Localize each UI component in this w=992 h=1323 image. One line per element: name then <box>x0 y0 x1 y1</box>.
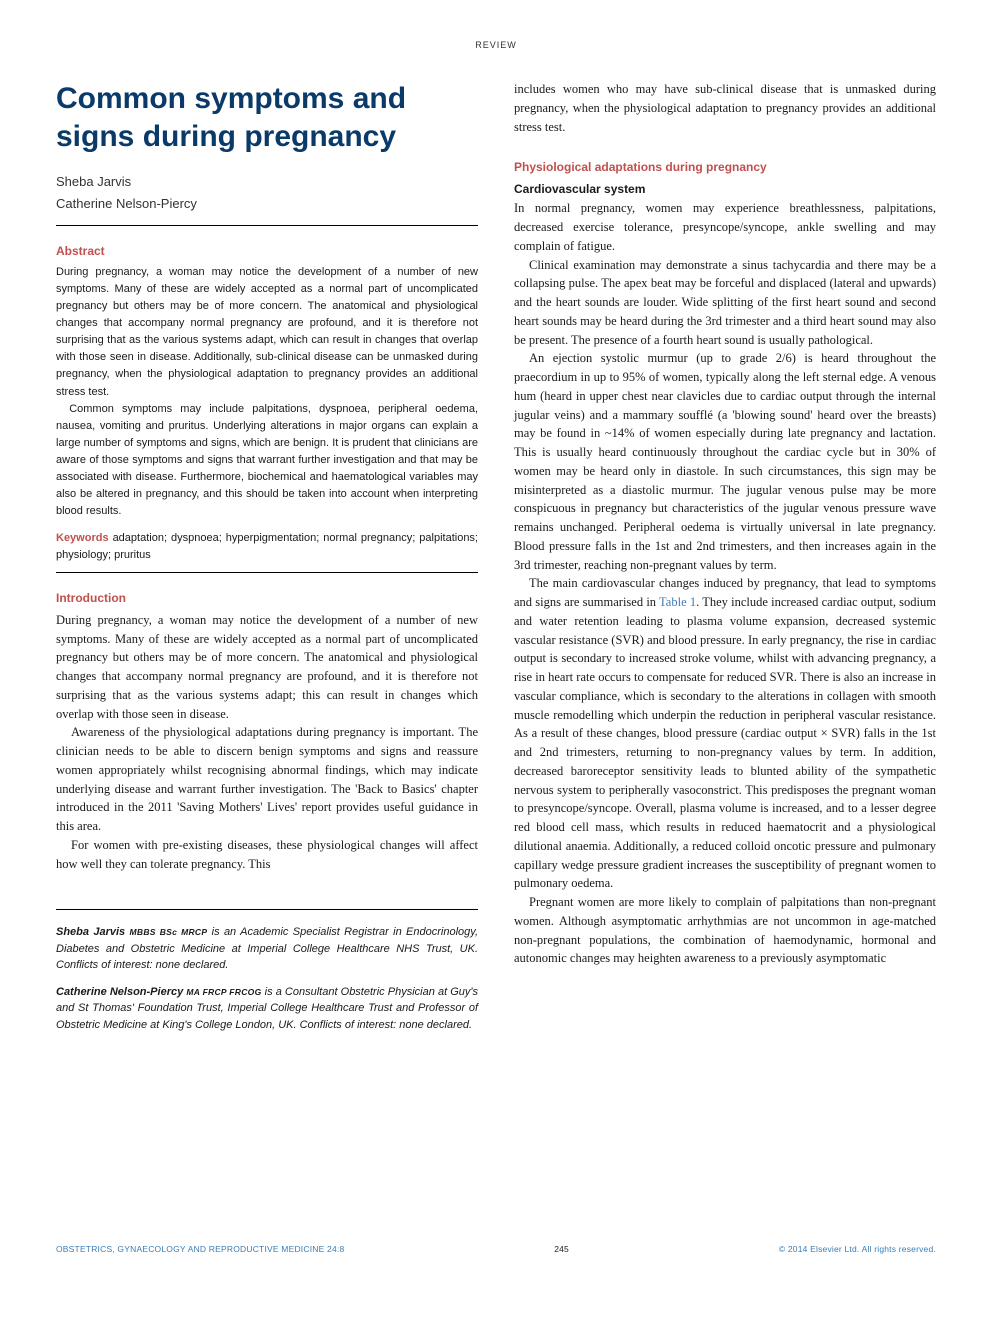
author-name: Catherine Nelson-Piercy <box>56 193 478 215</box>
body-para: Clinical examination may demonstrate a s… <box>514 256 936 350</box>
cardio-subheading: Cardiovascular system <box>514 182 936 196</box>
divider <box>56 225 478 226</box>
keywords: Keywords adaptation; dyspnoea; hyperpigm… <box>56 530 478 564</box>
page-footer: OBSTETRICS, GYNAECOLOGY AND REPRODUCTIVE… <box>56 1244 936 1254</box>
abstract-para: Common symptoms may include palpitations… <box>56 401 478 520</box>
physio-heading: Physiological adaptations during pregnan… <box>514 160 936 174</box>
author-list: Sheba Jarvis Catherine Nelson-Piercy <box>56 171 478 215</box>
divider <box>56 909 478 910</box>
abstract-body: During pregnancy, a woman may notice the… <box>56 264 478 520</box>
body-para: During pregnancy, a woman may notice the… <box>56 611 478 724</box>
page-number: 245 <box>554 1244 569 1254</box>
review-label: REVIEW <box>56 40 936 50</box>
author-name: Sheba Jarvis <box>56 171 478 193</box>
bio-name: Catherine Nelson-Piercy <box>56 986 183 998</box>
physio-body: In normal pregnancy, women may experienc… <box>514 199 936 968</box>
intro-heading: Introduction <box>56 591 478 605</box>
bio-credentials: MBBS BSc MRCP <box>130 927 208 937</box>
table-link[interactable]: Table 1 <box>659 595 696 609</box>
two-column-body: Common symptoms and signs during pregnan… <box>56 80 936 1220</box>
text-post: . They include increased cardiac output,… <box>514 595 936 890</box>
divider <box>56 572 478 573</box>
body-para: Awareness of the physiological adaptatio… <box>56 723 478 836</box>
intro-body: During pregnancy, a woman may notice the… <box>56 611 478 874</box>
keywords-label: Keywords <box>56 532 109 544</box>
footer-right: © 2014 Elsevier Ltd. All rights reserved… <box>779 1244 936 1254</box>
body-para: Pregnant women are more likely to compla… <box>514 893 936 968</box>
article-title: Common symptoms and signs during pregnan… <box>56 80 478 155</box>
body-para: includes women who may have sub-clinical… <box>514 80 936 136</box>
bio-credentials: MA FRCP FRCOG <box>186 987 261 997</box>
body-para: For women with pre-existing diseases, th… <box>56 836 478 874</box>
body-para: In normal pregnancy, women may experienc… <box>514 199 936 255</box>
bio-name: Sheba Jarvis <box>56 926 125 938</box>
body-para: An ejection systolic murmur (up to grade… <box>514 349 936 574</box>
abstract-para: During pregnancy, a woman may notice the… <box>56 264 478 400</box>
body-para-with-link: The main cardiovascular changes induced … <box>514 574 936 893</box>
footer-left: OBSTETRICS, GYNAECOLOGY AND REPRODUCTIVE… <box>56 1244 344 1254</box>
keywords-text: adaptation; dyspnoea; hyperpigmentation;… <box>56 532 478 561</box>
col2-lead: includes women who may have sub-clinical… <box>514 80 936 136</box>
author-bio: Sheba Jarvis MBBS BSc MRCP is an Academi… <box>56 924 478 974</box>
abstract-heading: Abstract <box>56 244 478 258</box>
author-bio: Catherine Nelson-Piercy MA FRCP FRCOG is… <box>56 984 478 1034</box>
